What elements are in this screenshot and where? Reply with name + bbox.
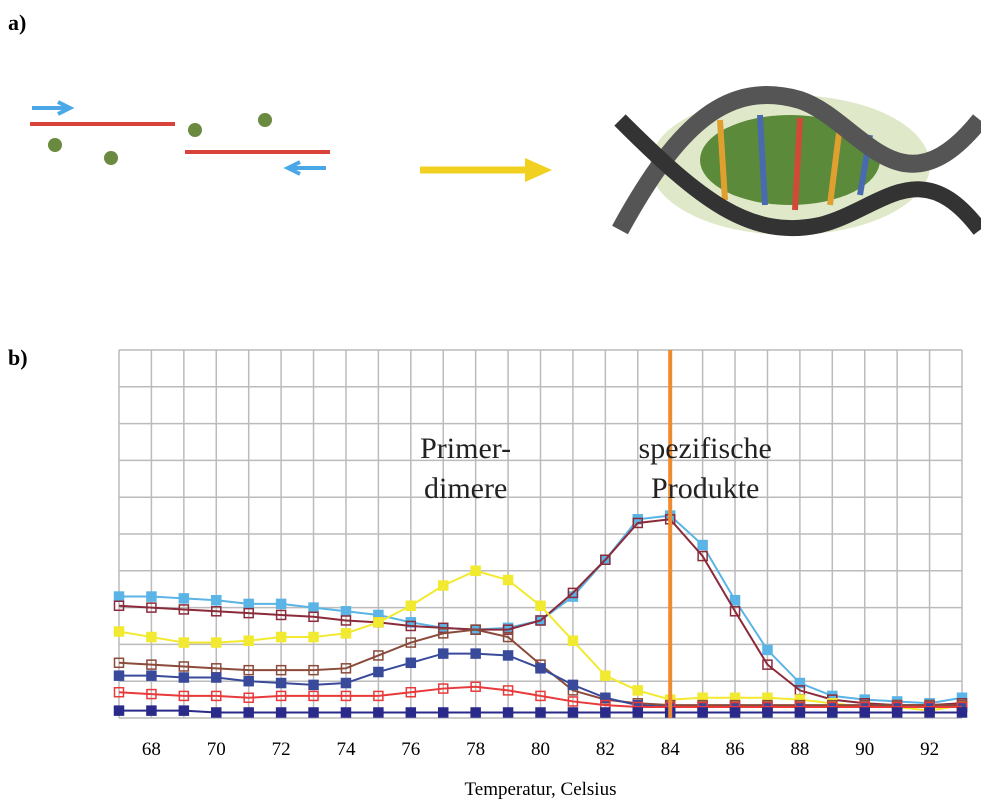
data-point bbox=[439, 581, 448, 590]
x-tick-label: 72 bbox=[272, 739, 291, 760]
data-point bbox=[309, 633, 318, 642]
data-point bbox=[244, 599, 253, 608]
x-tick-label: 74 bbox=[336, 739, 356, 760]
data-point bbox=[179, 594, 188, 603]
dna-image bbox=[620, 95, 980, 235]
data-point bbox=[925, 708, 934, 717]
x-tick-label: 76 bbox=[401, 739, 420, 760]
x-tick-label: 84 bbox=[661, 739, 681, 760]
data-point bbox=[536, 601, 545, 610]
data-point bbox=[341, 629, 350, 638]
data-point bbox=[277, 708, 286, 717]
data-point bbox=[115, 592, 124, 601]
data-point bbox=[406, 601, 415, 610]
data-point bbox=[212, 596, 221, 605]
data-point bbox=[633, 686, 642, 695]
data-point bbox=[309, 680, 318, 689]
annotation: Primer- bbox=[420, 432, 511, 465]
panel-label: a) bbox=[8, 10, 26, 35]
x-tick-label: 88 bbox=[790, 739, 809, 760]
data-point bbox=[731, 596, 740, 605]
x-tick-label: 70 bbox=[207, 739, 226, 760]
data-point bbox=[601, 708, 610, 717]
data-point bbox=[244, 708, 253, 717]
data-point bbox=[536, 664, 545, 673]
x-tick-label: 80 bbox=[531, 739, 550, 760]
data-point bbox=[504, 651, 513, 660]
data-point bbox=[731, 708, 740, 717]
panel-label: b) bbox=[8, 345, 28, 370]
data-point bbox=[309, 603, 318, 612]
data-point bbox=[179, 638, 188, 647]
data-point bbox=[504, 708, 513, 717]
data-point bbox=[374, 668, 383, 677]
data-point bbox=[471, 566, 480, 575]
data-point bbox=[212, 673, 221, 682]
data-point bbox=[958, 708, 967, 717]
primer-diagram bbox=[30, 102, 552, 182]
data-point bbox=[374, 618, 383, 627]
annotation: spezifische bbox=[639, 432, 772, 465]
data-point bbox=[147, 671, 156, 680]
data-point bbox=[536, 708, 545, 717]
data-point bbox=[309, 708, 318, 717]
data-point bbox=[828, 708, 837, 717]
data-point bbox=[439, 708, 448, 717]
page: {"panels": {"a": "a)", "b": "b)"}, "char… bbox=[0, 0, 981, 802]
data-point bbox=[277, 679, 286, 688]
data-point bbox=[147, 592, 156, 601]
data-point bbox=[115, 706, 124, 715]
data-point bbox=[341, 708, 350, 717]
data-point bbox=[179, 673, 188, 682]
annotation: dimere bbox=[424, 472, 507, 505]
x-tick-label: 92 bbox=[920, 739, 939, 760]
data-point bbox=[115, 671, 124, 680]
x-axis-label: Temperatur, Celsius bbox=[465, 779, 617, 800]
x-tick-label: 78 bbox=[466, 739, 485, 760]
data-point bbox=[568, 680, 577, 689]
data-point bbox=[115, 627, 124, 636]
data-point bbox=[406, 708, 415, 717]
data-point bbox=[763, 645, 772, 654]
x-tick-label: 90 bbox=[855, 739, 874, 760]
data-point bbox=[471, 708, 480, 717]
data-point bbox=[698, 541, 707, 550]
data-point bbox=[601, 671, 610, 680]
data-point bbox=[860, 708, 869, 717]
data-point bbox=[439, 649, 448, 658]
x-tick-label: 82 bbox=[596, 739, 615, 760]
annotation: Produkte bbox=[651, 472, 759, 505]
data-point bbox=[568, 636, 577, 645]
data-point bbox=[893, 708, 902, 717]
data-point bbox=[763, 708, 772, 717]
x-tick-label: 68 bbox=[142, 739, 161, 760]
data-point bbox=[277, 633, 286, 642]
data-point bbox=[179, 706, 188, 715]
data-point bbox=[471, 649, 480, 658]
data-point bbox=[212, 638, 221, 647]
data-point bbox=[244, 677, 253, 686]
data-point bbox=[277, 599, 286, 608]
data-point bbox=[374, 708, 383, 717]
data-point bbox=[147, 706, 156, 715]
data-point bbox=[633, 708, 642, 717]
data-point bbox=[795, 708, 804, 717]
data-point bbox=[504, 576, 513, 585]
x-tick-label: 86 bbox=[726, 739, 745, 760]
data-point bbox=[147, 633, 156, 642]
data-point bbox=[406, 658, 415, 667]
data-point bbox=[244, 636, 253, 645]
data-point bbox=[341, 679, 350, 688]
data-point bbox=[698, 708, 707, 717]
data-point bbox=[212, 708, 221, 717]
data-point bbox=[341, 607, 350, 616]
figure: a) b) 68 70 72 74 76 78 80 82 84 86 88 90 92 Temperat… bbox=[0, 0, 981, 802]
data-point bbox=[568, 708, 577, 717]
